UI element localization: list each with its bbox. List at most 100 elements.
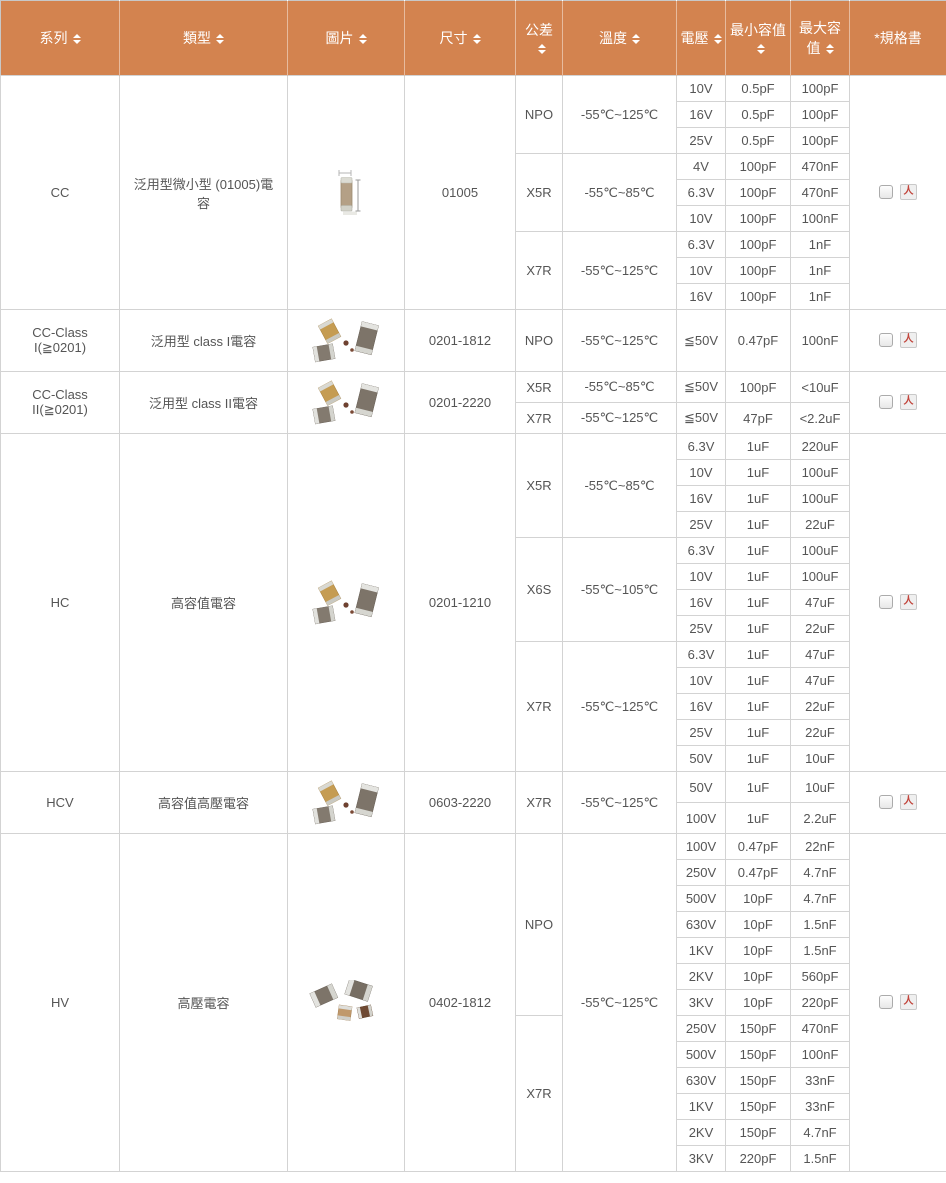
image-cell <box>287 309 405 372</box>
temperature-cell: -55℃~125℃ <box>562 771 677 834</box>
min-capacitance-cell: 0.47pF <box>725 833 791 860</box>
pdf-download-icon[interactable]: 人 <box>900 393 917 410</box>
pdf-download-icon[interactable]: 人 <box>900 993 917 1010</box>
min-capacitance-cell: 0.47pF <box>725 309 791 372</box>
voltage-cell: 6.3V <box>676 179 726 206</box>
column-header-size[interactable]: 尺寸 <box>404 0 516 76</box>
tolerance-cell: X5R <box>515 371 563 403</box>
sort-icon[interactable] <box>72 34 81 45</box>
voltage-cell: 25V <box>676 615 726 642</box>
column-header-label: 最小容值 <box>730 22 786 38</box>
column-header-tolerance[interactable]: 公差 <box>515 0 563 76</box>
tolerance-cell: NPO <box>515 833 563 1016</box>
max-capacitance-cell: 47uF <box>790 667 850 694</box>
column-header-min-capacitance[interactable]: 最小容值 <box>725 0 791 76</box>
min-capacitance-cell: 10pF <box>725 885 791 912</box>
table-row: 630V 150pF 33nF <box>1 1067 946 1094</box>
max-capacitance-cell: 22uF <box>790 615 850 642</box>
voltage-cell: 25V <box>676 511 726 538</box>
min-capacitance-cell: 10pF <box>725 937 791 964</box>
min-capacitance-cell: 10pF <box>725 911 791 938</box>
max-capacitance-cell: 100pF <box>790 127 850 154</box>
voltage-cell: 50V <box>676 745 726 772</box>
series-cell: HC <box>0 433 120 772</box>
voltage-cell: 16V <box>676 101 726 128</box>
spec-cell: 人 <box>849 75 946 310</box>
voltage-cell: 100V <box>676 833 726 860</box>
pdf-download-icon[interactable]: 人 <box>900 183 917 200</box>
table-row: 500V 10pF 4.7nF <box>1 885 946 912</box>
spec-checkbox[interactable] <box>879 594 893 609</box>
column-header-image[interactable]: 圖片 <box>287 0 405 76</box>
min-capacitance-cell: 1uF <box>725 693 791 720</box>
spec-cell: 人 <box>849 833 946 1172</box>
table-row: 2KV 10pF 560pF <box>1 963 946 990</box>
tolerance-cell: X6S <box>515 537 563 642</box>
min-capacitance-cell: 0.47pF <box>725 859 791 886</box>
spec-cell: 人 <box>849 371 946 434</box>
voltage-cell: 6.3V <box>676 433 726 460</box>
type-cell: 泛用型 class I電容 <box>119 309 288 372</box>
sort-icon[interactable] <box>632 34 640 45</box>
max-capacitance-cell: 47uF <box>790 589 850 616</box>
spec-checkbox[interactable] <box>879 332 893 347</box>
spec-checkbox[interactable] <box>879 394 893 409</box>
image-cell <box>287 833 405 1172</box>
column-header-max-capacitance[interactable]: 最大容值 <box>790 0 850 76</box>
sort-icon[interactable] <box>358 34 367 45</box>
max-capacitance-cell: 33nF <box>790 1093 850 1120</box>
max-capacitance-cell: 47uF <box>790 641 850 668</box>
spec-controls: 人 <box>879 393 917 410</box>
max-capacitance-cell: 100nF <box>790 309 850 372</box>
spec-checkbox[interactable] <box>879 184 893 199</box>
min-capacitance-cell: 10pF <box>725 963 791 990</box>
temperature-cell: -55℃~125℃ <box>562 309 677 372</box>
column-header-temperature[interactable]: 溫度 <box>562 0 677 76</box>
spec-checkbox[interactable] <box>879 794 893 809</box>
temperature-cell: -55℃~125℃ <box>562 641 677 772</box>
capacitor-photo-cluster <box>308 380 384 424</box>
column-header-type[interactable]: 類型 <box>119 0 288 76</box>
min-capacitance-cell: 10pF <box>725 989 791 1016</box>
min-capacitance-cell: 100pF <box>725 153 791 180</box>
min-capacitance-cell: 1uF <box>725 667 791 694</box>
column-header-label: 類型 <box>183 30 211 46</box>
table-row: 1KV 10pF 1.5nF <box>1 937 946 964</box>
min-capacitance-cell: 0.5pF <box>725 75 791 102</box>
pdf-download-icon[interactable]: 人 <box>900 331 917 348</box>
column-header-voltage[interactable]: 電壓 <box>676 0 726 76</box>
spec-checkbox[interactable] <box>879 994 893 1009</box>
max-capacitance-cell: 220pF <box>790 989 850 1016</box>
column-header-label: 系列 <box>39 30 68 46</box>
max-capacitance-cell: 100nF <box>790 1041 850 1068</box>
min-capacitance-cell: 150pF <box>725 1093 791 1120</box>
column-header-label: *規格書 <box>874 30 922 46</box>
spec-controls: 人 <box>879 331 917 348</box>
sort-icon[interactable] <box>825 44 834 55</box>
max-capacitance-cell: 100pF <box>790 75 850 102</box>
voltage-cell: 4V <box>676 153 726 180</box>
max-capacitance-cell: <10uF <box>790 371 850 403</box>
min-capacitance-cell: 1uF <box>725 563 791 590</box>
sort-icon[interactable] <box>713 34 722 45</box>
voltage-cell: 1KV <box>676 1093 726 1120</box>
temperature-cell: -55℃~105℃ <box>562 537 677 642</box>
min-capacitance-cell: 100pF <box>725 257 791 284</box>
min-capacitance-cell: 47pF <box>725 402 791 434</box>
sort-icon[interactable] <box>216 34 224 45</box>
tolerance-cell: NPO <box>515 75 563 154</box>
voltage-cell: 3KV <box>676 1145 726 1172</box>
tolerance-cell: NPO <box>515 309 563 372</box>
voltage-cell: 250V <box>676 1015 726 1042</box>
sort-icon[interactable] <box>537 44 546 55</box>
voltage-cell: 6.3V <box>676 231 726 258</box>
sort-icon[interactable] <box>472 34 481 45</box>
pdf-download-icon[interactable]: 人 <box>900 593 917 610</box>
pdf-download-icon[interactable]: 人 <box>900 793 917 810</box>
temperature-cell: -55℃~85℃ <box>562 153 677 232</box>
table-row: 16V 1uF 100uF <box>1 485 946 512</box>
series-cell: CC-Class II(≧0201) <box>0 371 120 434</box>
table-row: 10V 100pF 100nF <box>1 205 946 232</box>
sort-icon[interactable] <box>756 44 765 55</box>
column-header-series[interactable]: 系列 <box>0 0 120 76</box>
